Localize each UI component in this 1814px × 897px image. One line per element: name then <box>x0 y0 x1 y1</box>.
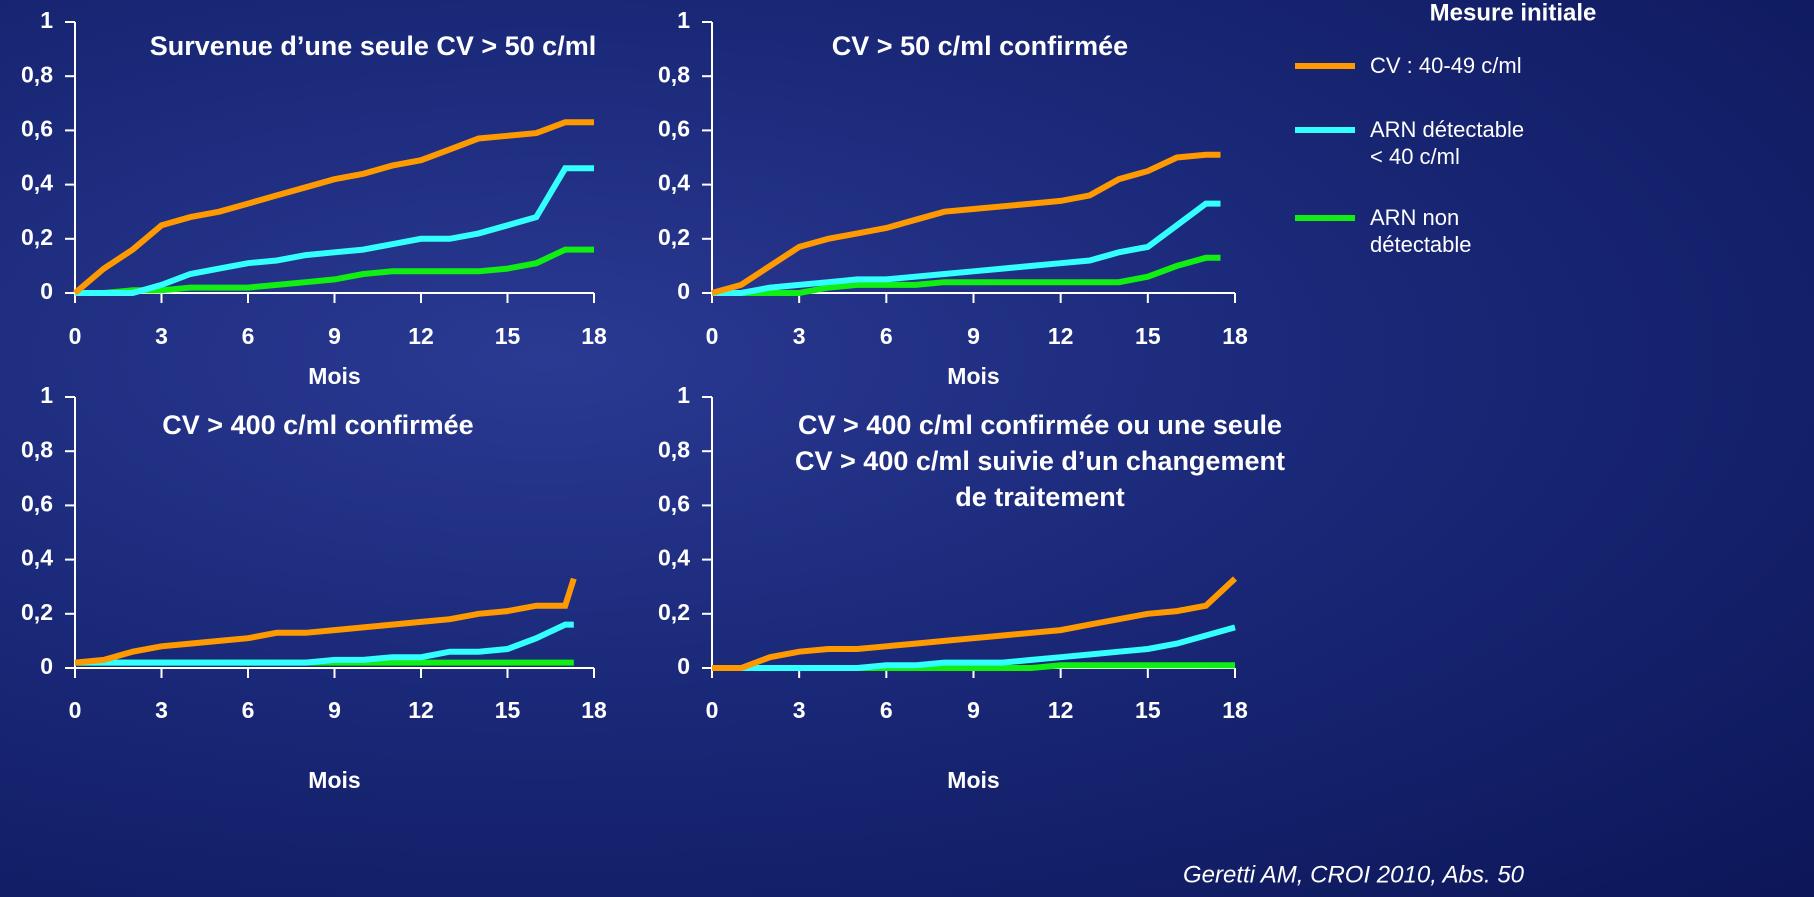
x-tick-label: 12 <box>1048 323 1074 349</box>
y-tick-label: 0,6 <box>21 115 53 141</box>
series-line <box>75 246 594 296</box>
series-line <box>75 621 574 666</box>
x-tick-label: 6 <box>880 323 893 349</box>
y-tick-label: 1 <box>40 7 53 33</box>
series-line <box>711 151 1221 296</box>
x-tick-label: 3 <box>793 323 806 349</box>
series-line <box>712 576 1238 671</box>
y-tick-label: 0 <box>677 278 690 304</box>
y-tick-label: 0,4 <box>658 545 690 571</box>
y-tick-label: 1 <box>677 382 690 408</box>
x-tick-label: 12 <box>408 323 434 349</box>
y-tick-label: 0,2 <box>21 224 53 250</box>
x-tick-label: 0 <box>706 697 719 723</box>
x-tick-label: 0 <box>706 323 719 349</box>
x-tick-label: 18 <box>1222 323 1248 349</box>
x-tick-label: 3 <box>793 697 806 723</box>
series-line <box>712 254 1221 296</box>
series-line <box>712 624 1236 671</box>
x-tick-label: 9 <box>967 697 980 723</box>
legend-label: ARN détectable < 40 c/ml <box>1370 117 1525 169</box>
panel-title: CV > 400 c/ml confirmée <box>162 410 474 440</box>
y-tick-label: 0,2 <box>658 599 690 625</box>
panel-title: Survenue d’une seule CV > 50 c/ml <box>149 31 597 61</box>
y-tick-label: 0,6 <box>658 115 690 141</box>
series-line <box>75 165 594 296</box>
y-tick-label: 0,8 <box>21 61 53 87</box>
x-tick-label: 9 <box>967 323 980 349</box>
x-tick-label: 15 <box>1135 323 1161 349</box>
x-tick-label: 6 <box>242 323 255 349</box>
y-tick-label: 0,8 <box>658 436 690 462</box>
legend-label: CV : 40-49 c/ml <box>1370 53 1522 78</box>
legend-label: ARN non détectable <box>1370 205 1472 257</box>
x-axis-label: Mois <box>947 363 999 389</box>
panel-title: CV > 50 c/ml confirmée <box>831 31 1129 61</box>
x-tick-label: 0 <box>69 323 82 349</box>
series-line <box>74 577 577 666</box>
y-tick-label: 0 <box>677 653 690 679</box>
legend-title: Mesure initiale <box>1430 0 1597 26</box>
series-line <box>73 119 594 296</box>
x-tick-label: 18 <box>1222 697 1248 723</box>
x-tick-label: 6 <box>880 697 893 723</box>
y-tick-label: 0 <box>40 653 53 679</box>
x-tick-label: 3 <box>155 697 168 723</box>
y-tick-label: 0 <box>40 278 53 304</box>
x-tick-label: 9 <box>328 697 341 723</box>
y-tick-label: 0,2 <box>21 599 53 625</box>
x-tick-label: 6 <box>242 697 255 723</box>
x-axis-label: Mois <box>308 363 360 389</box>
y-tick-label: 0,6 <box>658 490 690 516</box>
y-tick-label: 0,4 <box>21 545 53 571</box>
x-tick-label: 15 <box>495 697 521 723</box>
x-tick-label: 0 <box>69 697 82 723</box>
x-axis-label: Mois <box>947 767 999 793</box>
y-tick-label: 0,6 <box>21 490 53 516</box>
y-tick-label: 0,4 <box>658 170 690 196</box>
y-tick-label: 0,8 <box>21 436 53 462</box>
x-tick-label: 9 <box>328 323 341 349</box>
y-tick-label: 1 <box>40 382 53 408</box>
y-tick-label: 1 <box>677 7 690 33</box>
panel-title: CV > 400 c/ml confirmée ou une seule CV … <box>795 410 1285 512</box>
x-tick-label: 18 <box>581 697 607 723</box>
x-tick-label: 15 <box>495 323 521 349</box>
x-tick-label: 12 <box>1048 697 1074 723</box>
y-tick-label: 0,2 <box>658 224 690 250</box>
x-axis-label: Mois <box>308 767 360 793</box>
x-tick-label: 12 <box>408 697 434 723</box>
y-tick-label: 0,8 <box>658 61 690 87</box>
x-tick-label: 15 <box>1135 697 1161 723</box>
y-tick-label: 0,4 <box>21 170 53 196</box>
x-tick-label: 3 <box>155 323 168 349</box>
series-line <box>712 200 1221 296</box>
x-tick-label: 18 <box>581 323 607 349</box>
source: Geretti AM, CROI 2010, Abs. 50 <box>1183 861 1525 888</box>
